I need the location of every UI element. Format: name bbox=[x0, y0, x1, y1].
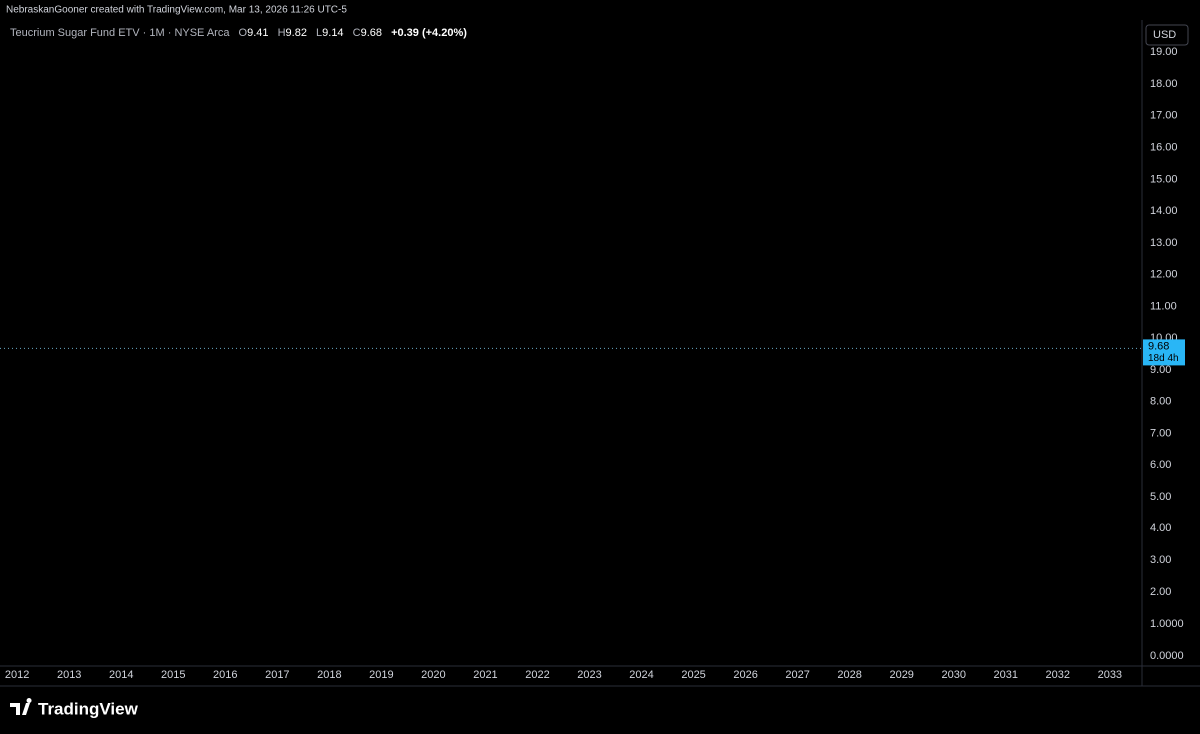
y2-tick-label: 2.00 bbox=[1150, 586, 1171, 598]
x-tick-label: 2021 bbox=[473, 669, 497, 681]
change: +0.39 (+4.20%) bbox=[391, 27, 467, 39]
ohlc-label: H bbox=[278, 27, 286, 39]
x-tick-label: 2020 bbox=[421, 669, 445, 681]
x-tick-label: 2031 bbox=[994, 669, 1018, 681]
ohlc-value: 9.41 bbox=[247, 27, 268, 39]
ohlc-value: 9.14 bbox=[322, 27, 343, 39]
x-tick-label: 2023 bbox=[577, 669, 601, 681]
price-tag-value: 9.68 bbox=[1148, 340, 1169, 352]
price-tag-countdown: 18d 4h bbox=[1148, 353, 1179, 364]
x-tick-label: 2018 bbox=[317, 669, 341, 681]
y2-tick-label: 3.00 bbox=[1150, 554, 1171, 566]
ohlc-value: 9.82 bbox=[286, 27, 307, 39]
y2-tick-label: 1.0000 bbox=[1150, 618, 1184, 630]
x-tick-label: 2030 bbox=[941, 669, 965, 681]
x-tick-label: 2033 bbox=[1098, 669, 1122, 681]
x-tick-label: 2024 bbox=[629, 669, 653, 681]
ohlc-label: C bbox=[353, 27, 361, 39]
x-tick-label: 2027 bbox=[785, 669, 809, 681]
symbol-legend: Teucrium Sugar Fund ETV · 1M · NYSE Arca… bbox=[10, 27, 467, 39]
x-tick-label: 2025 bbox=[681, 669, 705, 681]
y-tick-label: 17.00 bbox=[1150, 110, 1178, 122]
x-tick-label: 2019 bbox=[369, 669, 393, 681]
y-tick-label: 19.00 bbox=[1150, 46, 1178, 58]
x-tick-label: 2014 bbox=[109, 669, 133, 681]
y-tick-label: 11.00 bbox=[1150, 300, 1177, 312]
y-tick-label: 5.00 bbox=[1150, 491, 1171, 503]
currency-button[interactable] bbox=[1145, 24, 1189, 46]
y-tick-label: 8.00 bbox=[1150, 396, 1171, 408]
brand: TradingView bbox=[38, 699, 139, 718]
y2-tick-label: 0.0000 bbox=[1150, 650, 1184, 662]
x-tick-label: 2016 bbox=[213, 669, 237, 681]
ohlc-label: O bbox=[239, 27, 248, 39]
x-tick-label: 2012 bbox=[5, 669, 29, 681]
price-tag bbox=[1143, 339, 1185, 366]
y-tick-label: 18.00 bbox=[1150, 78, 1178, 90]
x-tick-label: 2029 bbox=[889, 669, 913, 681]
x-tick-label: 2028 bbox=[837, 669, 861, 681]
ohlc-value: 9.68 bbox=[361, 27, 382, 39]
x-tick-label: 2017 bbox=[265, 669, 289, 681]
y-tick-label: 16.00 bbox=[1150, 141, 1178, 153]
tradingview-logo: TradingView bbox=[10, 698, 139, 718]
y-tick-label: 6.00 bbox=[1150, 459, 1171, 471]
y-tick-label: 14.00 bbox=[1150, 205, 1178, 217]
y-tick-label: 15.00 bbox=[1150, 173, 1178, 185]
x-tick-label: 2026 bbox=[733, 669, 757, 681]
x-tick-label: 2032 bbox=[1046, 669, 1070, 681]
y-tick-label: 7.00 bbox=[1150, 427, 1171, 439]
x-tick-label: 2013 bbox=[57, 669, 81, 681]
x-tick-label: 2015 bbox=[161, 669, 185, 681]
x-tick-label: 2022 bbox=[525, 669, 549, 681]
currency[interactable]: USD bbox=[1153, 29, 1176, 41]
ohlc-label: L bbox=[316, 27, 322, 39]
y-tick-label: 9.00 bbox=[1150, 364, 1171, 376]
symbol: Teucrium Sugar Fund ETV · 1M · NYSE Arca bbox=[10, 27, 230, 39]
credit: NebraskanGooner created with TradingView… bbox=[6, 5, 347, 16]
y2-tick-label: 4.00 bbox=[1150, 522, 1171, 534]
y-tick-label: 12.00 bbox=[1150, 269, 1178, 281]
y-tick-label: 13.00 bbox=[1150, 237, 1178, 249]
